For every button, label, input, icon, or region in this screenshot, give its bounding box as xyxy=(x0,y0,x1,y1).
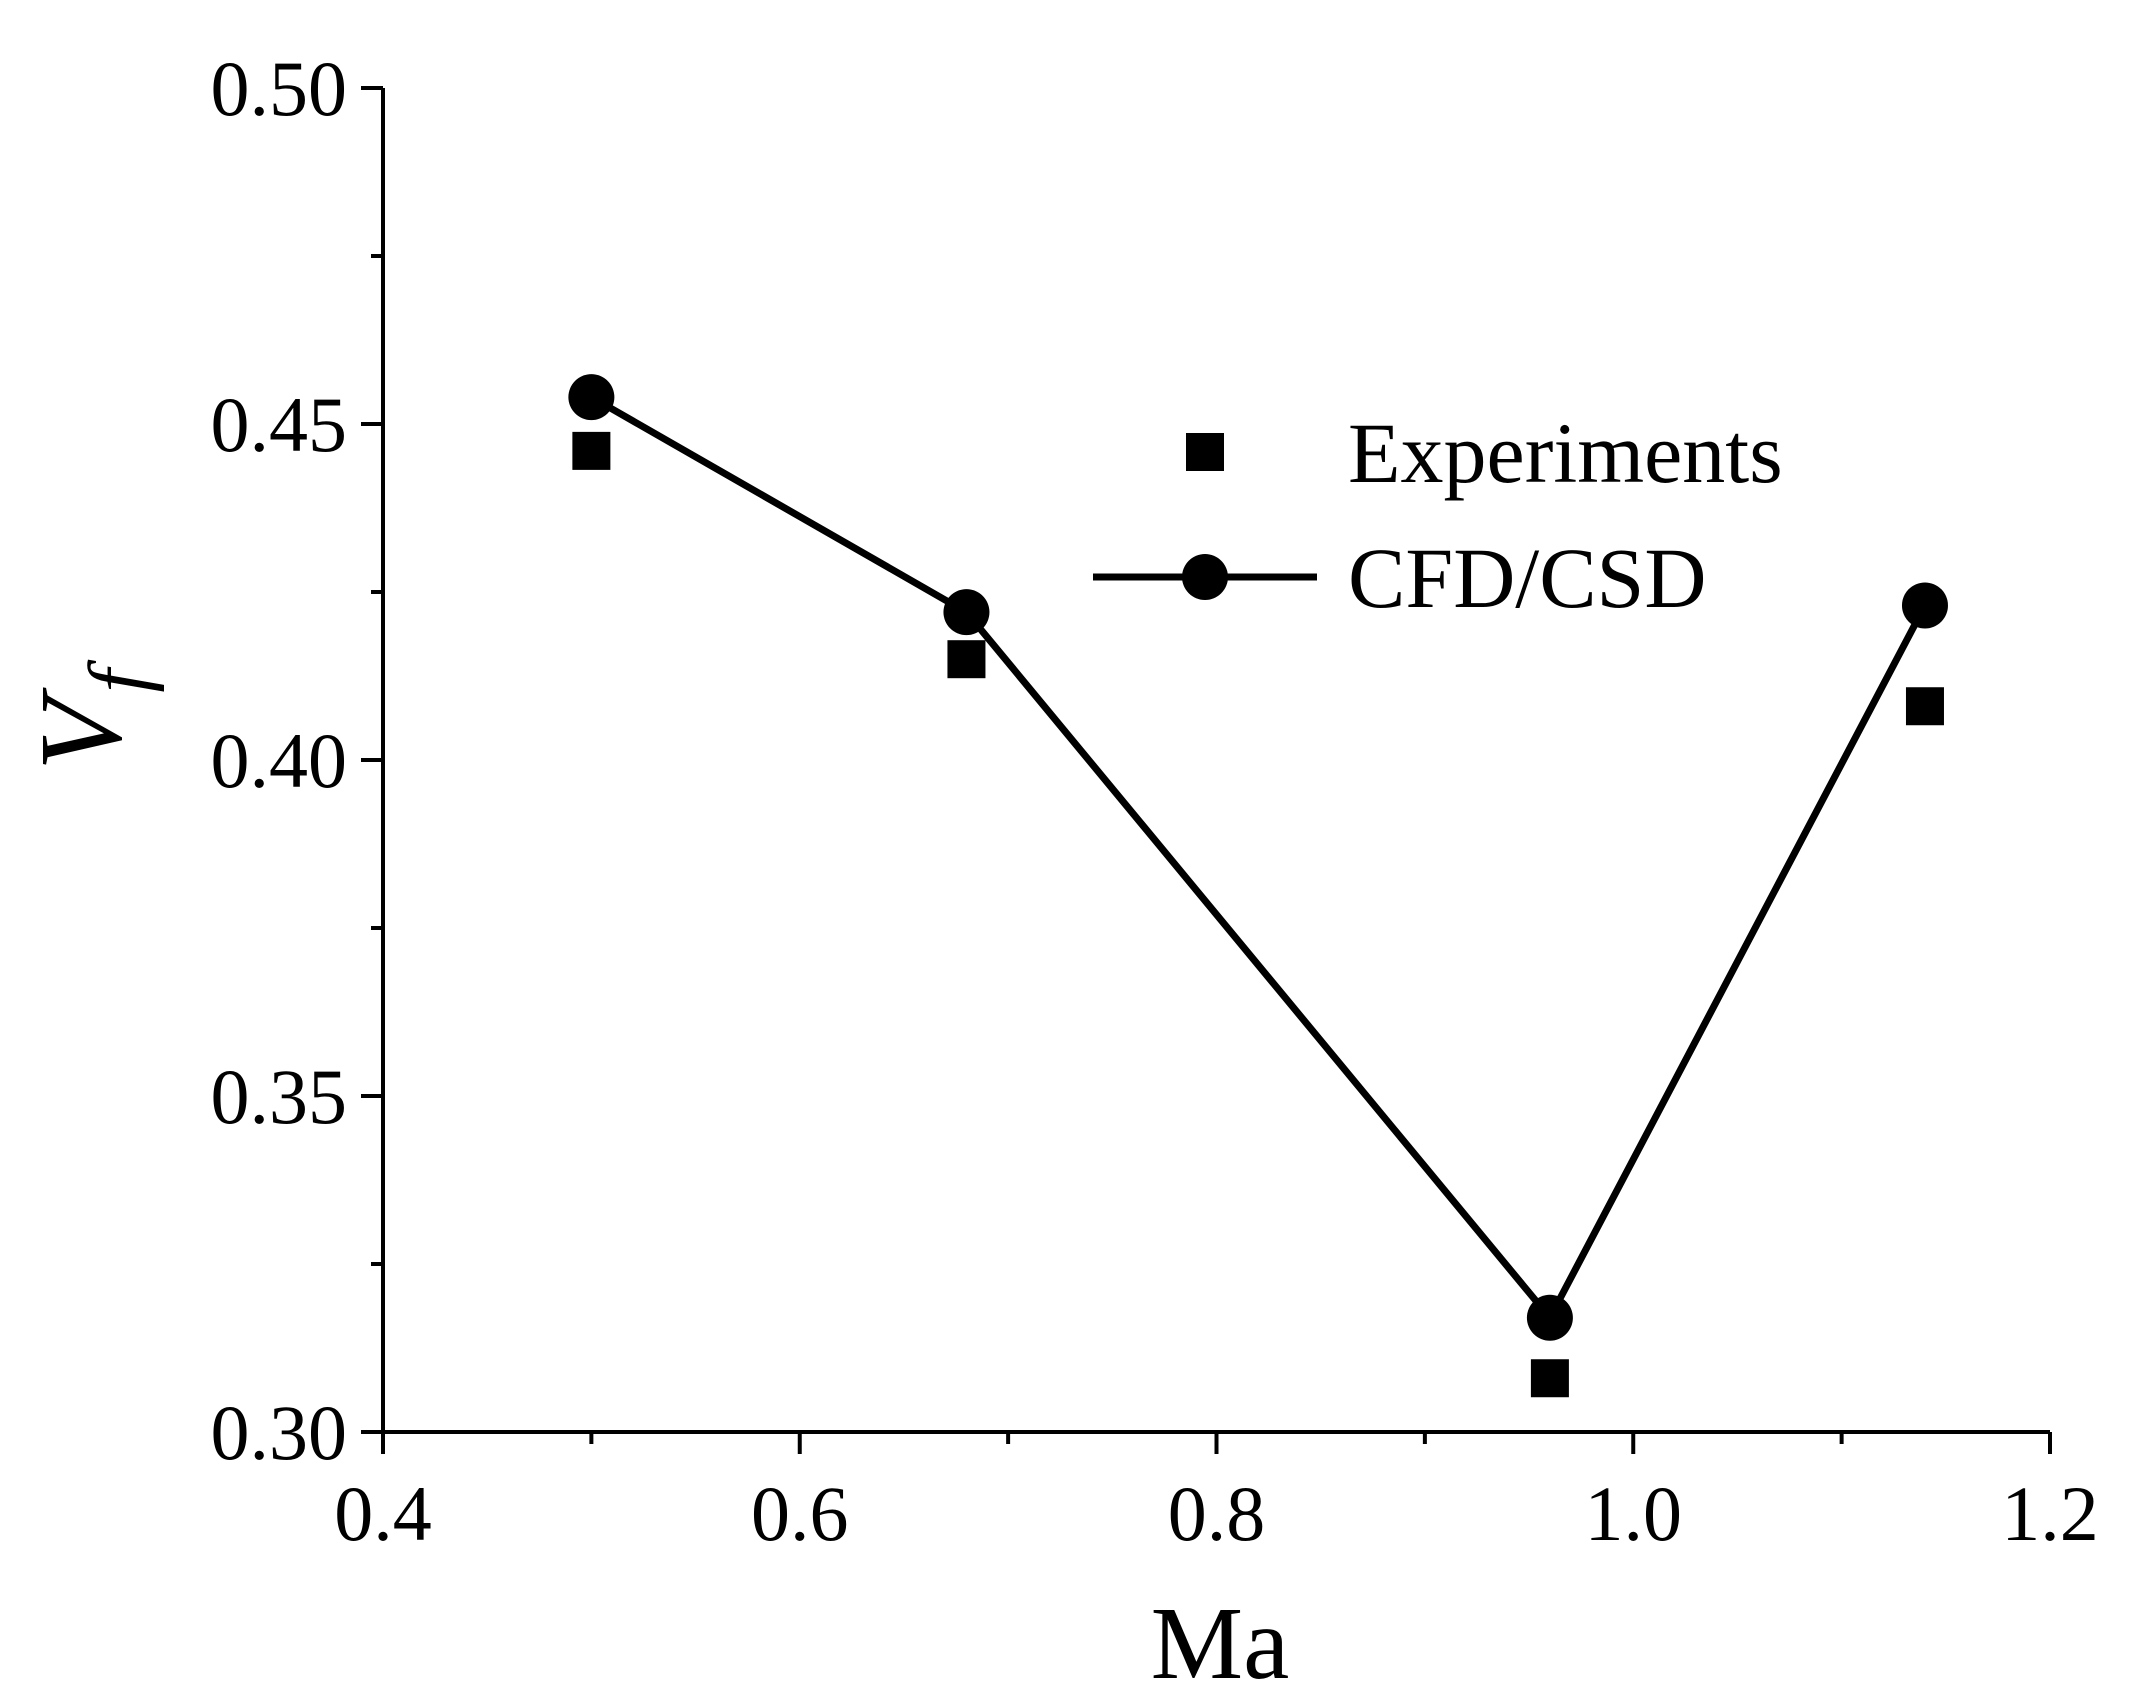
x-tick-label: 1.2 xyxy=(2001,1470,2099,1557)
cfd-csd-point xyxy=(1901,582,1948,629)
legend-cfd-csd-marker xyxy=(1182,554,1228,600)
experiments-point xyxy=(1530,1359,1569,1398)
legend: Experiments CFD/CSD xyxy=(1093,405,1783,626)
y-axis-label-main: V xyxy=(15,687,146,771)
cfd-csd-point xyxy=(568,374,615,421)
y-tick-label: 0.40 xyxy=(211,717,348,804)
axis-labels: Ma Vf xyxy=(15,659,1289,1701)
cfd-csd-line xyxy=(589,394,1929,1325)
cfd-csd-point xyxy=(1526,1294,1573,1341)
cfd-csd-point xyxy=(943,589,990,636)
legend-experiments-marker xyxy=(1186,433,1224,471)
plot-area xyxy=(568,374,1948,1398)
legend-experiments-label: Experiments xyxy=(1348,405,1783,501)
experiments-point xyxy=(1905,687,1944,726)
experiments-point xyxy=(947,640,986,679)
x-tick-label: 0.4 xyxy=(334,1470,432,1557)
y-tick-label: 0.30 xyxy=(211,1389,348,1476)
x-tick-label: 0.8 xyxy=(1168,1470,1266,1557)
experiments-point xyxy=(572,431,611,470)
y-axis-label-subscript: f xyxy=(72,659,165,693)
legend-cfd-csd-label: CFD/CSD xyxy=(1348,530,1707,626)
axes: 0.30 0.35 0.40 0.45 0.50 0.4 0.6 0.8 1.0 1.2 xyxy=(211,45,2099,1557)
y-tick-label: 0.45 xyxy=(211,381,348,468)
x-tick-label: 0.6 xyxy=(751,1470,849,1557)
y-axis-label: Vf xyxy=(15,659,165,771)
y-tick-label: 0.50 xyxy=(211,45,348,132)
x-axis-label: Ma xyxy=(1151,1586,1290,1701)
x-tick-label: 1.0 xyxy=(1585,1470,1683,1557)
y-tick-label: 0.35 xyxy=(211,1053,348,1140)
